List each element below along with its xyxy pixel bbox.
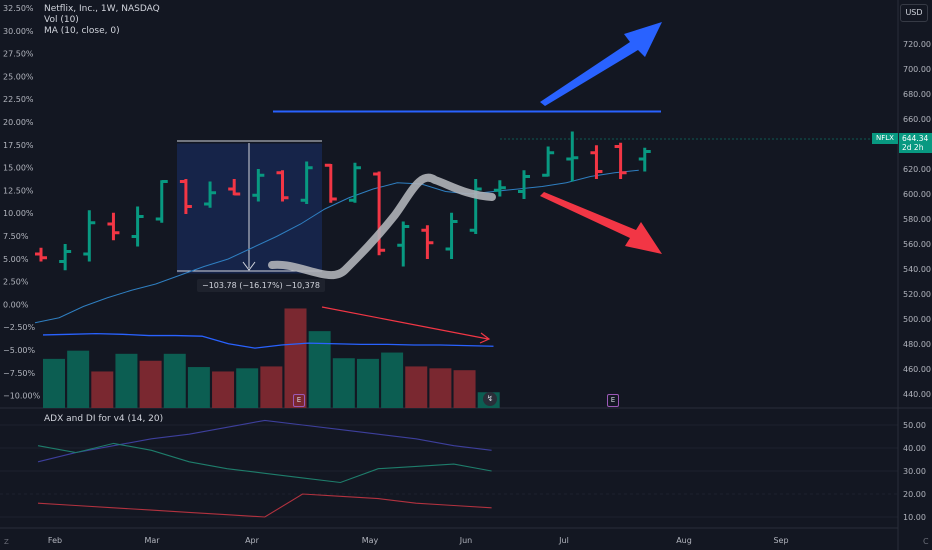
percent-tick-label: −2.50% xyxy=(3,323,36,332)
price-tick-label: 660.00 xyxy=(903,115,931,124)
di-plus-line xyxy=(37,442,492,484)
volume-bar xyxy=(405,366,428,408)
red-down-arrow xyxy=(540,192,662,254)
ma-legend: MA (10, close, 0) xyxy=(44,26,120,36)
earnings-badge[interactable]: E xyxy=(293,394,305,407)
time-tick-label: Jun xyxy=(459,536,473,545)
volume-trend-arrow-head xyxy=(479,332,491,344)
price-tick-label: 520.00 xyxy=(903,290,931,299)
percent-tick-label: −5.00% xyxy=(3,346,36,355)
time-tick-label: Jul xyxy=(558,536,569,545)
price-tick-label: 700.00 xyxy=(903,65,931,74)
price-tick-label: 720.00 xyxy=(903,40,931,49)
volume-trend-arrow xyxy=(321,306,489,340)
ma10-line xyxy=(34,169,639,324)
percent-tick-label: −10.00% xyxy=(3,392,41,401)
price-tick-label: 440.00 xyxy=(903,390,931,399)
volume-bar xyxy=(453,370,476,408)
volume-bar xyxy=(284,308,307,408)
indicator-tick-label: 40.00 xyxy=(903,444,926,453)
bar-countdown: 2d 2h xyxy=(902,143,924,152)
indicator-tick-label: 50.00 xyxy=(903,421,926,430)
price-tick-label: 620.00 xyxy=(903,165,931,174)
measure-arrow-head xyxy=(242,261,256,271)
percent-tick-label: 27.50% xyxy=(3,50,34,59)
volume-bar xyxy=(429,368,452,408)
last-price-value: 644.34 xyxy=(902,134,929,143)
time-tick-label: Apr xyxy=(245,536,260,545)
percent-tick-label: 30.00% xyxy=(3,27,34,36)
di-minus-line xyxy=(37,493,492,518)
time-tick-label: Sep xyxy=(773,536,788,545)
indicator-tick-label: 30.00 xyxy=(903,467,926,476)
percent-tick-label: 20.00% xyxy=(3,118,34,127)
percent-tick-label: 32.50% xyxy=(3,4,34,13)
measure-label: −103.78 (−16.17%) −10,378 xyxy=(197,279,325,292)
volume-bar xyxy=(332,358,355,408)
earnings-badge[interactable]: E xyxy=(607,394,619,407)
volume-bar xyxy=(67,350,90,408)
percent-tick-label: −7.50% xyxy=(3,369,36,378)
timezone-corner[interactable]: Z xyxy=(4,538,9,546)
time-tick-label: Aug xyxy=(676,536,692,545)
volume-bar xyxy=(115,353,138,408)
volume-bar xyxy=(236,368,259,408)
percent-tick-label: 0.00% xyxy=(3,300,29,309)
price-tick-label: 680.00 xyxy=(903,90,931,99)
dividend-bolt-icon[interactable]: ↯ xyxy=(483,392,497,406)
time-tick-label: May xyxy=(362,536,379,545)
volume-bar xyxy=(91,371,114,408)
time-tick-label: Mar xyxy=(144,536,160,545)
volume-bar xyxy=(43,358,65,408)
volume-bar xyxy=(356,358,379,408)
price-tick-label: 500.00 xyxy=(903,315,931,324)
price-tick-label: 480.00 xyxy=(903,340,931,349)
price-tick-label: 600.00 xyxy=(903,190,931,199)
blue-up-arrow xyxy=(540,22,662,106)
volume-legend: Vol (10) xyxy=(44,15,79,25)
percent-tick-label: 12.50% xyxy=(3,186,34,195)
percent-tick-label: 17.50% xyxy=(3,141,34,150)
price-tick-label: 580.00 xyxy=(903,215,931,224)
price-tick-label: 540.00 xyxy=(903,265,931,274)
symbol-price-tag: NFLX xyxy=(872,133,898,144)
currency-button[interactable]: USD xyxy=(900,4,928,22)
percent-tick-label: 22.50% xyxy=(3,95,34,104)
volume-bar xyxy=(212,371,235,408)
symbol-legend: Netflix, Inc., 1W, NASDAQ xyxy=(44,4,160,14)
last-price-tag: 644.34 2d 2h xyxy=(899,133,932,153)
percent-tick-label: 5.00% xyxy=(3,255,29,264)
price-tick-label: 560.00 xyxy=(903,240,931,249)
freehand-brush-drawing xyxy=(268,173,496,279)
percent-tick-label: 2.50% xyxy=(3,278,29,287)
percent-tick-label: 7.50% xyxy=(3,232,29,241)
chart-legend: Netflix, Inc., 1W, NASDAQ Vol (10) MA (1… xyxy=(44,4,160,37)
time-tick-label: Feb xyxy=(48,536,62,545)
volume-bar xyxy=(260,366,283,408)
percent-tick-label: 10.00% xyxy=(3,209,34,218)
volume-bar xyxy=(187,367,210,408)
percent-tick-label: 25.00% xyxy=(3,72,34,81)
volume-bar xyxy=(381,352,404,408)
indicator-tick-label: 10.00 xyxy=(903,513,926,522)
indicator-legend: ADX and DI for v4 (14, 20) xyxy=(44,414,164,424)
volume-bar xyxy=(139,360,162,408)
percent-tick-label: 15.00% xyxy=(3,164,34,173)
settings-corner[interactable]: C xyxy=(923,537,929,546)
adx-line xyxy=(37,419,492,463)
volume-ma-line xyxy=(42,333,494,349)
indicator-tick-label: 20.00 xyxy=(903,490,926,499)
price-tick-label: 460.00 xyxy=(903,365,931,374)
volume-bar xyxy=(308,331,331,408)
volume-bar xyxy=(163,353,186,408)
